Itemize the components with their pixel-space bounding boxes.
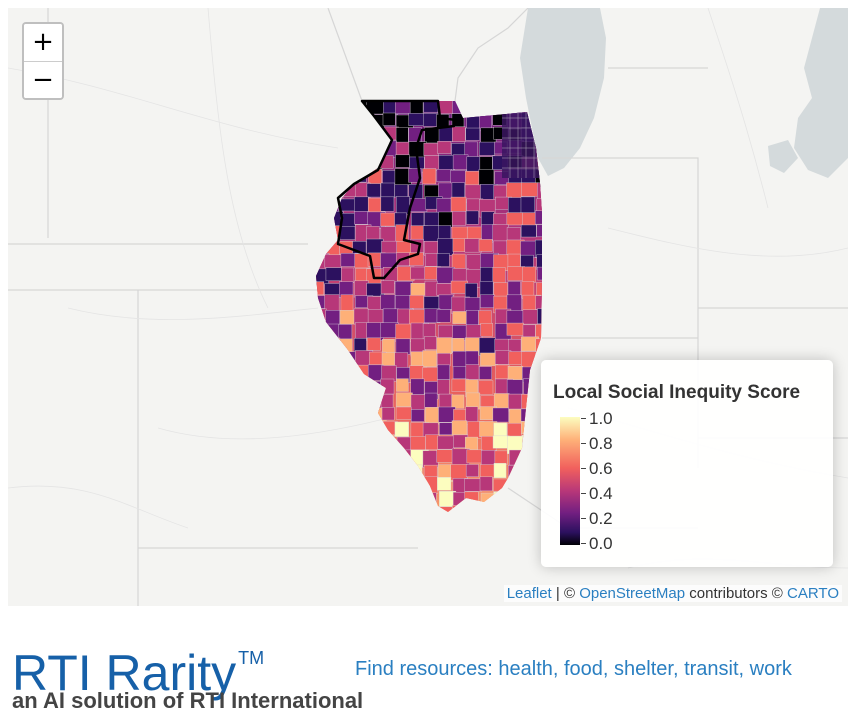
map-attribution: Leaflet | © OpenStreetMap contributors ©… — [503, 585, 842, 602]
legend-title: Local Social Inequity Score — [553, 382, 801, 403]
zoom-in-button[interactable]: + — [24, 24, 62, 61]
legend-tick — [581, 443, 586, 444]
legend-tick-label: 1.0 — [589, 409, 613, 428]
illinois-tracts — [316, 101, 542, 512]
legend-tick-label: 0.2 — [589, 509, 613, 528]
legend-tick-label: 0.8 — [589, 434, 613, 453]
legend-tick-label: 0.0 — [589, 534, 613, 553]
leaflet-link[interactable]: Leaflet — [506, 585, 552, 602]
zoom-control: + − — [22, 22, 64, 100]
legend-tick-label: 0.6 — [589, 459, 613, 478]
attribution-contributors: contributors © — [685, 585, 788, 602]
brand-logo: RTI Rarity TM an AI solution of RTI Inter… — [12, 628, 364, 720]
legend-tick — [581, 543, 586, 544]
attribution-separator: | © — [551, 585, 580, 602]
legend-tick — [581, 468, 586, 469]
legend: Local Social Inequity Score 1.0 0.8 0.6 … — [541, 360, 833, 567]
find-resources-text: Find resources: health, food, shelter, t… — [355, 658, 792, 680]
legend-tick — [581, 518, 586, 519]
brand-tagline: an AI solution of RTI International — [12, 688, 364, 713]
basemap — [8, 8, 848, 606]
zoom-out-button[interactable]: − — [24, 61, 62, 98]
legend-tick-label: 0.4 — [589, 484, 613, 503]
openstreetmap-link[interactable]: OpenStreetMap — [579, 585, 686, 602]
legend-tick — [581, 418, 586, 419]
trademark-mark: TM — [238, 648, 265, 668]
carto-link[interactable]: CARTO — [787, 585, 839, 602]
highlighted-region-boundary — [336, 99, 458, 280]
lake-huron — [794, 8, 848, 178]
map-view[interactable]: + − Local Social Inequity Score 1.0 0.8 … — [8, 8, 848, 606]
brand-name: RTI Rarity — [12, 645, 237, 701]
legend-color-scale — [560, 417, 580, 545]
legend-tick — [581, 493, 586, 494]
lake-michigan — [520, 8, 606, 176]
